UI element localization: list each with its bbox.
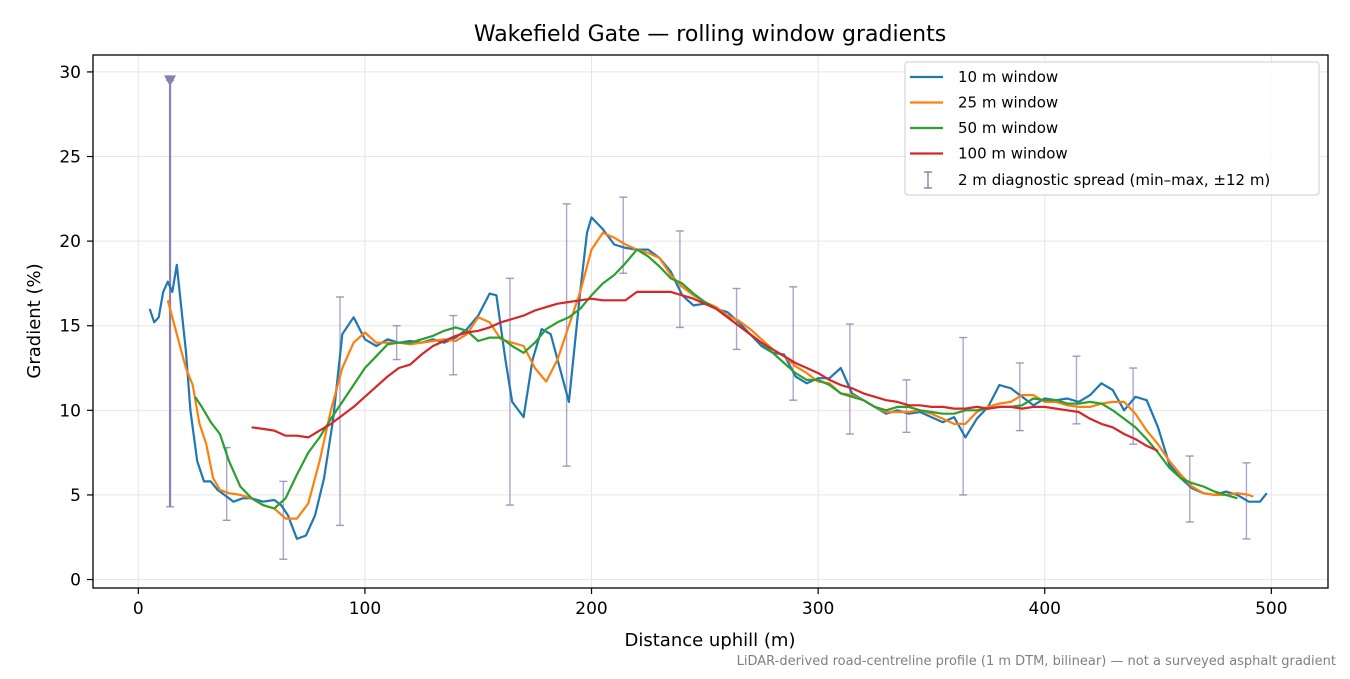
legend-label: 10 m window bbox=[958, 68, 1058, 86]
x-tick-label: 400 bbox=[1029, 599, 1061, 619]
errorbar bbox=[222, 446, 231, 522]
x-tick-label: 0 bbox=[133, 599, 144, 619]
legend: 10 m window 25 m window 50 m window 100 m w… bbox=[904, 61, 1320, 196]
errorbar-max-marker bbox=[164, 75, 177, 87]
errorbar bbox=[1129, 367, 1138, 445]
x-tick-label: 100 bbox=[349, 599, 381, 619]
chart-title: Wakefield Gate — rolling window gradient… bbox=[474, 22, 946, 47]
series-line bbox=[194, 248, 1238, 510]
series-line bbox=[166, 231, 1254, 520]
y-axis-label: Gradient (%) bbox=[24, 263, 45, 378]
errorbar bbox=[279, 480, 288, 560]
legend-box bbox=[904, 61, 1320, 196]
x-tick-label: 500 bbox=[1255, 599, 1287, 619]
y-tick-label: 0 bbox=[70, 571, 81, 591]
errorbar bbox=[619, 196, 628, 274]
y-tick-label: 30 bbox=[59, 63, 81, 83]
errorbar bbox=[675, 230, 684, 329]
errorbar bbox=[959, 336, 968, 496]
series-line bbox=[251, 290, 1159, 452]
y-tick-label: 10 bbox=[59, 401, 81, 421]
legend-label: 25 m window bbox=[958, 94, 1058, 112]
series-lines bbox=[148, 216, 1268, 540]
legend-label: 100 m window bbox=[958, 145, 1068, 163]
series-line bbox=[148, 216, 1268, 540]
x-tick-label: 300 bbox=[802, 599, 834, 619]
errorbar bbox=[789, 286, 798, 401]
errorbar bbox=[1185, 455, 1194, 523]
errorbar bbox=[845, 323, 854, 435]
y-tick-label: 15 bbox=[59, 317, 81, 337]
errorbar bbox=[1072, 355, 1081, 425]
x-tick-label: 200 bbox=[575, 599, 607, 619]
legend-label: 50 m window bbox=[958, 119, 1058, 137]
plot-frame bbox=[92, 54, 1329, 589]
legend-label: 2 m diagnostic spread (min–max, ±12 m) bbox=[958, 171, 1270, 189]
axis-ticks: 0 100 200 300 400 500 0 5 10 15 20 25 30 bbox=[59, 63, 1287, 619]
footnote: LiDAR-derived road-centreline profile (1… bbox=[737, 654, 1336, 669]
errorbar bbox=[336, 296, 344, 527]
errorbar bbox=[449, 314, 458, 376]
y-tick-label: 25 bbox=[59, 148, 81, 168]
x-axis-label: Distance uphill (m) bbox=[625, 630, 796, 651]
error-bars bbox=[164, 75, 1251, 560]
y-tick-label: 5 bbox=[70, 486, 81, 506]
y-tick-label: 20 bbox=[59, 232, 81, 252]
errorbar bbox=[164, 75, 177, 508]
